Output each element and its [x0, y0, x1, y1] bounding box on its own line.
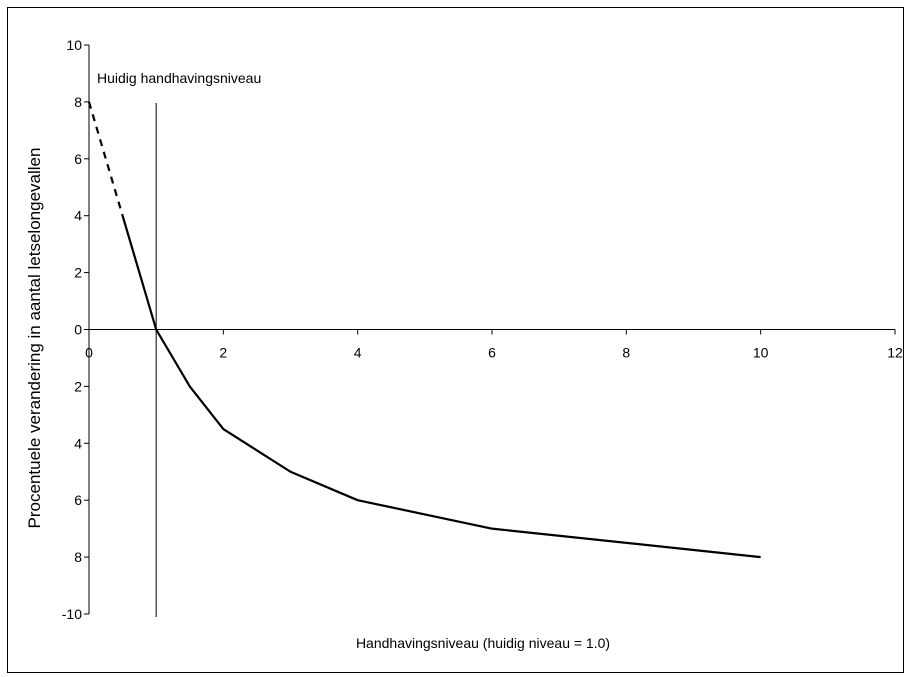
x-tick-labels: 0 2 4 6 8 10 12	[85, 345, 903, 361]
chart-frame: 10 8 6 4 2 0 2 4 6 8 -10 0 2 4 6 8 10 12 Huidig handhavi…	[7, 7, 904, 673]
x-axis-title: Handhavingsniveau (huidig niveau = 1.0)	[356, 635, 610, 651]
x-tick-label: 4	[354, 345, 362, 361]
y-tick-label: 2	[74, 378, 82, 394]
x-tick-label: 6	[488, 345, 496, 361]
x-tick-label: 8	[622, 345, 630, 361]
reference-line-label: Huidig handhavingsniveau	[97, 70, 261, 86]
y-tick-label: 6	[74, 492, 82, 508]
x-tick-label: 10	[753, 345, 769, 361]
y-tick-label: 4	[74, 208, 82, 224]
line-chart: 10 8 6 4 2 0 2 4 6 8 -10 0 2 4 6 8 10 12 Huidig handhavi…	[25, 37, 903, 651]
x-tick-label: 12	[887, 345, 903, 361]
series-lines	[87, 101, 761, 559]
y-tick-label: 2	[74, 265, 82, 281]
y-axis-title: Procentuele verandering in aantal letsel…	[25, 148, 44, 529]
series-line-solid	[121, 215, 761, 559]
y-tick-label: 10	[66, 37, 82, 53]
y-tick-labels: 10 8 6 4 2 0 2 4 6 8 -10	[62, 37, 82, 622]
y-tick-label: 8	[74, 94, 82, 110]
reference-line-group: Huidig handhavingsniveau	[97, 70, 261, 617]
y-tick-label: 4	[74, 435, 82, 451]
y-tick-label: 6	[74, 151, 82, 167]
x-tick-label: 2	[219, 345, 227, 361]
series-line-dashed	[87, 101, 124, 217]
y-tick-label: 0	[74, 322, 82, 338]
tick-marks	[84, 44, 896, 615]
y-tick-label: -10	[62, 606, 82, 622]
y-tick-label: 8	[74, 549, 82, 565]
x-tick-label: 0	[85, 345, 93, 361]
